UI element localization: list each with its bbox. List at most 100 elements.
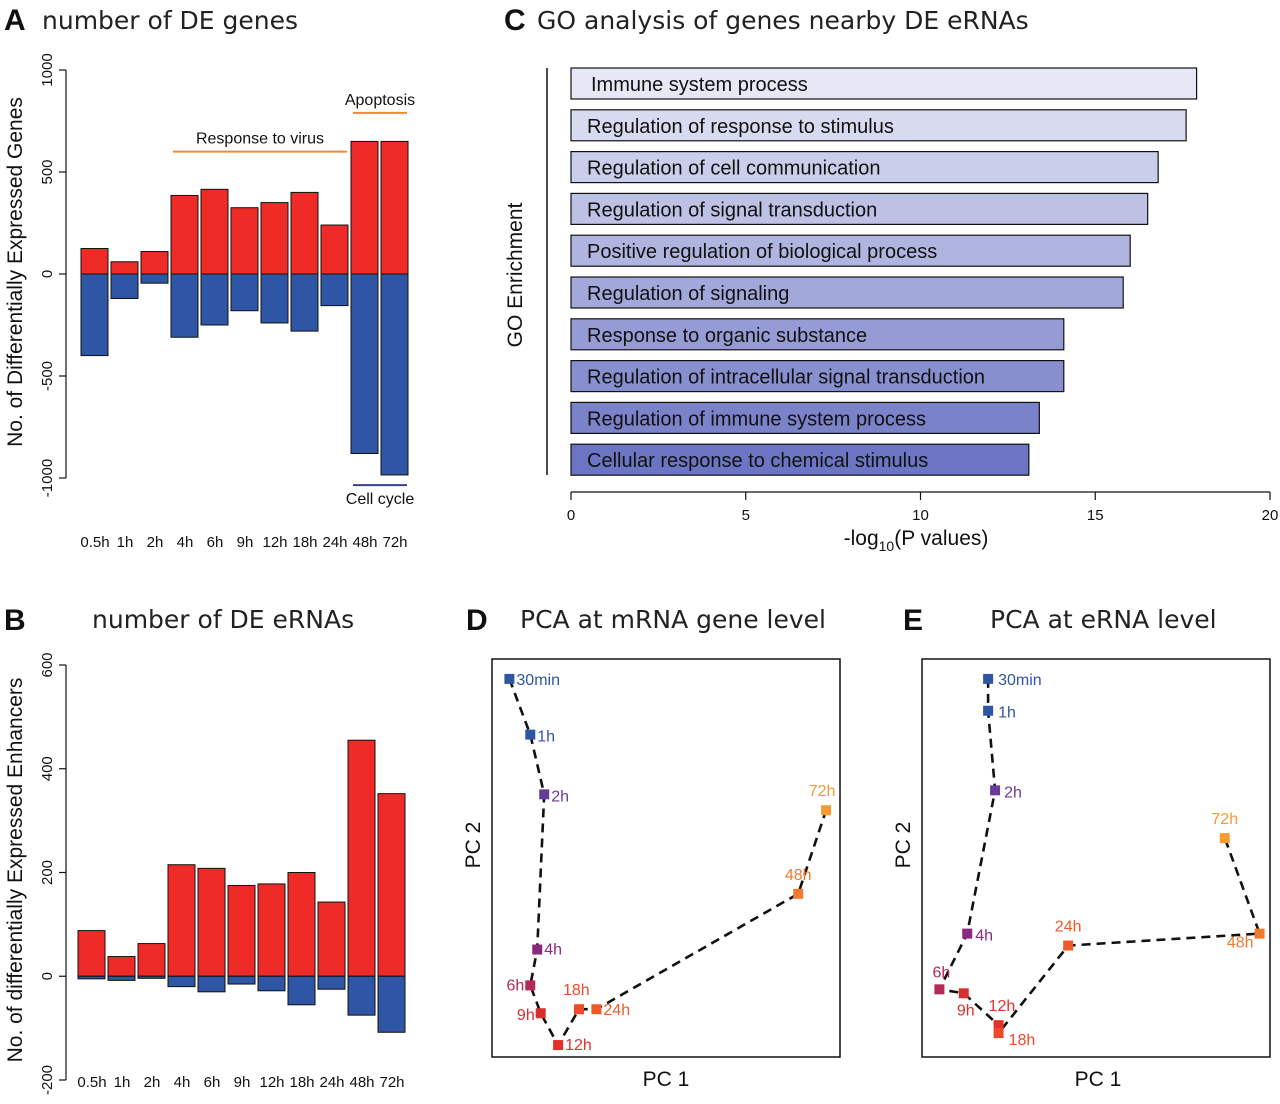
x-tick-label: 48h <box>349 1074 374 1091</box>
bar <box>170 194 199 275</box>
panel-c-xlabel-main: -log <box>844 527 879 550</box>
x-tick-label: 72h <box>382 534 407 551</box>
pca-point <box>983 673 994 684</box>
panel-d-chart: 30min 1h 2h 4h 6h 9h 12h 18h 24h 48h 72h <box>491 658 841 1058</box>
bar <box>197 975 226 993</box>
annotation-label: Response to virus <box>196 131 324 148</box>
panel-e-chart: 30min 1h 2h 4h 6h 9h 12h 18h 24h 48h 72h <box>921 658 1271 1058</box>
x-tick-label: 24h <box>319 1074 344 1091</box>
bar <box>200 188 229 275</box>
panel-d-ylabel: PC 2 <box>462 822 485 869</box>
y-tick-label: 0 <box>39 972 56 980</box>
x-tick-label: 1h <box>117 534 134 551</box>
panel-e-letter: E <box>903 604 923 637</box>
bar <box>317 901 346 977</box>
y-tick-label: -500 <box>39 361 56 391</box>
plot-frame <box>921 658 1271 1058</box>
pca-point <box>1219 833 1230 844</box>
bar <box>380 273 409 476</box>
pca-point-label: 72h <box>809 783 836 800</box>
go-bar <box>570 151 1159 184</box>
bar <box>377 975 406 1033</box>
go-bar <box>570 401 1040 434</box>
x-tick-label: 5 <box>742 507 750 524</box>
bar <box>77 975 106 980</box>
bar <box>227 975 256 985</box>
go-bar <box>570 443 1030 476</box>
pca-point <box>958 988 969 999</box>
bar <box>137 975 166 979</box>
x-tick-label: 4h <box>174 1074 191 1091</box>
panel-c-ylabel: GO Enrichment <box>504 202 527 347</box>
pca-point <box>525 980 536 991</box>
pca-point <box>574 1004 584 1015</box>
bar <box>350 273 379 455</box>
go-term-label: Regulation of signal transduction <box>587 199 877 221</box>
x-tick-label: 12h <box>259 1074 284 1091</box>
panel-b-ylabel: No. of differentially Expressed Enhancer… <box>4 678 27 1063</box>
bar <box>77 930 106 977</box>
annotation-label: Cell cycle <box>346 491 415 508</box>
pca-point <box>993 1020 1004 1031</box>
pca-point <box>934 984 945 995</box>
pca-point-label: 6h <box>933 964 951 981</box>
panel-d-title: PCA at mRNA gene level <box>520 605 826 634</box>
go-bar <box>570 192 1149 225</box>
pca-point <box>990 785 1001 796</box>
pca-point <box>525 729 536 740</box>
panel-c-title: GO analysis of genes nearby DE eRNAs <box>537 6 1029 35</box>
pca-point-label: 18h <box>1009 1032 1036 1049</box>
x-tick-label: 15 <box>1087 507 1104 524</box>
panel-a-letter: A <box>4 4 26 37</box>
bar <box>197 867 226 977</box>
bar <box>80 248 109 275</box>
pca-point-label: 18h <box>563 982 590 999</box>
x-tick-label: 6h <box>204 1074 221 1091</box>
bar <box>140 273 169 284</box>
bar <box>317 975 346 990</box>
go-term-label: Positive regulation of biological proces… <box>587 241 937 263</box>
pca-point <box>1063 940 1074 951</box>
panel-e-ylabel: PC 2 <box>892 822 915 869</box>
bar <box>140 251 169 275</box>
x-tick-label: 10 <box>912 507 929 524</box>
panel-e-title: PCA at eRNA level <box>990 605 1217 634</box>
bar <box>320 224 349 275</box>
pca-point-label: 30min <box>516 672 560 689</box>
trajectory-line <box>937 678 1262 1037</box>
bar <box>170 273 199 338</box>
pca-point <box>962 928 973 939</box>
pca-point <box>553 1040 564 1051</box>
y-tick-label: 0 <box>39 270 56 278</box>
go-bar <box>570 67 1198 100</box>
x-tick-label: 0.5h <box>77 1074 106 1091</box>
bar <box>260 202 289 275</box>
panel-d-xlabel: PC 1 <box>643 1068 690 1091</box>
bar <box>257 883 286 977</box>
panel-a-title: number of DE genes <box>42 6 298 35</box>
pca-point-label: 6h <box>506 977 524 994</box>
x-tick-label: 18h <box>289 1074 314 1091</box>
go-term-label: Regulation of response to stimulus <box>587 116 894 138</box>
bar <box>227 884 256 977</box>
plot-frame <box>491 658 841 1058</box>
bar <box>380 140 409 275</box>
bar <box>347 975 376 1016</box>
go-term-label: Regulation of immune system process <box>587 408 926 430</box>
panel-c-chart: Immune system process Regulation of respo… <box>546 67 1278 524</box>
x-tick-label: 6h <box>207 534 224 551</box>
bar <box>377 793 406 977</box>
pca-point-label: 2h <box>1004 784 1022 801</box>
bar <box>167 864 196 977</box>
x-tick-label: 18h <box>292 534 317 551</box>
pca-point-label: 24h <box>603 1002 630 1019</box>
panel-c-xlabel-tail: (P values) <box>894 527 988 550</box>
panel-e-xlabel: PC 1 <box>1075 1068 1122 1091</box>
x-tick-label: 24h <box>322 534 347 551</box>
x-tick-label: 9h <box>237 534 254 551</box>
x-tick-label: 12h <box>262 534 287 551</box>
panel-b-letter: B <box>4 604 26 637</box>
pca-point <box>993 1028 1004 1039</box>
pca-point-label: 12h <box>989 998 1016 1015</box>
trajectory-line <box>508 678 828 1048</box>
